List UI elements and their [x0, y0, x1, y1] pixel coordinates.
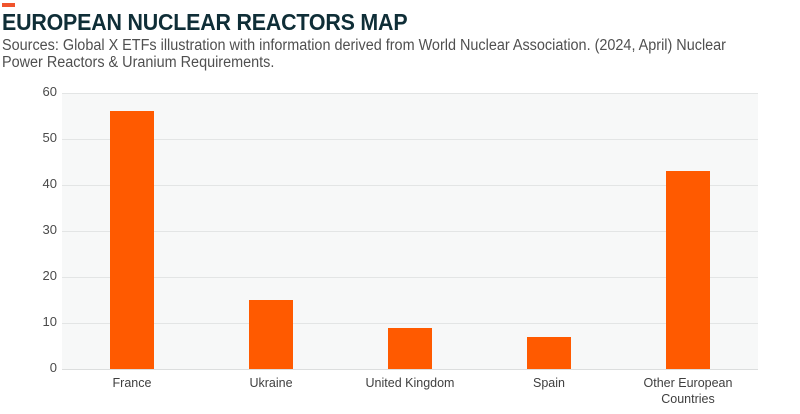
gridline-20 — [62, 277, 758, 278]
chart-title: EUROPEAN NUCLEAR REACTORS MAP — [2, 9, 408, 35]
x-category-label: France — [112, 376, 152, 390]
x-category-label: Ukraine — [249, 376, 293, 390]
y-tick-label: 10 — [42, 314, 57, 329]
gridline-60 — [62, 93, 758, 94]
title-accent-bar — [2, 3, 15, 7]
y-tick-label: 0 — [49, 360, 57, 375]
bar-united-kingdom — [388, 328, 432, 369]
x-category-label: Other European Countries — [643, 376, 733, 406]
chart-subtitle-sources: Sources: Global X ETFs illustration with… — [2, 37, 726, 71]
gridline-50 — [62, 139, 758, 140]
bar-ukraine — [249, 300, 293, 369]
gridline-40 — [62, 185, 758, 186]
bar-france — [110, 111, 154, 369]
bar-other-european-countries — [666, 171, 710, 369]
gridline-30 — [62, 231, 758, 232]
y-tick-label: 50 — [42, 130, 57, 145]
gridline-0 — [62, 369, 758, 370]
y-tick-label: 60 — [42, 84, 57, 99]
x-category-label: United Kingdom — [365, 376, 455, 390]
y-tick-label: 30 — [42, 222, 57, 237]
y-tick-label: 40 — [42, 176, 57, 191]
gridline-10 — [62, 323, 758, 324]
x-category-label: Spain — [533, 376, 565, 390]
y-tick-label: 20 — [42, 268, 57, 283]
bar-spain — [527, 337, 571, 369]
